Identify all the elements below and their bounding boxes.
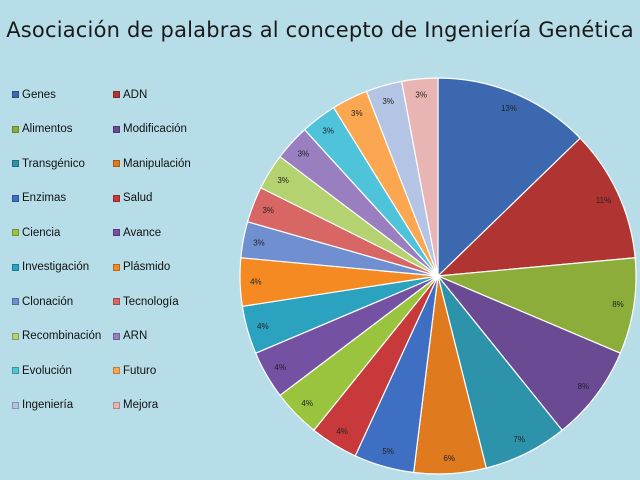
- legend-item: ADN: [113, 86, 214, 103]
- slice-percent-label: 11%: [596, 196, 611, 205]
- slice-percent-label: 8%: [578, 382, 590, 391]
- legend-swatch: [113, 160, 120, 167]
- slice-percent-label: 3%: [322, 127, 334, 136]
- slice-percent-label: 3%: [382, 97, 394, 106]
- slice-percent-label: 3%: [351, 109, 363, 118]
- legend-swatch: [113, 298, 120, 305]
- legend-item: Investigación: [12, 259, 113, 276]
- legend-swatch: [113, 332, 120, 340]
- slice-percent-label: 7%: [513, 435, 525, 444]
- chart-title: Asociación de palabras al concepto de In…: [6, 18, 634, 42]
- legend-label: Salud: [123, 192, 153, 204]
- legend-item: Ciencia: [12, 224, 113, 241]
- legend-label: Evolución: [22, 364, 72, 377]
- legend-label: Plásmido: [123, 261, 171, 273]
- pie-slice-adn: [436, 137, 636, 277]
- legend-item: Alimentos: [12, 121, 113, 138]
- slice-percent-label: 4%: [336, 427, 348, 436]
- legend-label: Futuro: [123, 364, 157, 377]
- legend-label: Clonación: [22, 295, 74, 308]
- slice-percent-label: 13%: [501, 104, 517, 113]
- legend-swatch: [113, 263, 120, 271]
- slice-percent-label: 5%: [382, 447, 394, 456]
- slice-percent-label: 3%: [415, 91, 427, 100]
- legend-label: ARN: [123, 330, 148, 342]
- legend-item: Evolución: [12, 362, 113, 379]
- legend-swatch: [113, 125, 120, 133]
- legend-item: Modificación: [113, 121, 214, 138]
- legend-label: Recombinación: [22, 330, 102, 342]
- legend-swatch: [12, 401, 19, 409]
- slice-percent-label: 8%: [612, 300, 624, 309]
- legend-swatch: [12, 332, 19, 340]
- legend-label: Ciencia: [22, 226, 61, 239]
- legend-item: Genes: [12, 86, 113, 103]
- slice-percent-label: 6%: [443, 454, 455, 463]
- legend-item: Mejora: [113, 397, 214, 414]
- legend-swatch: [12, 367, 19, 374]
- legend-label: Manipulación: [123, 157, 191, 170]
- legend-swatch: [113, 229, 120, 236]
- legend-item: Recombinación: [12, 328, 113, 345]
- slice-percent-label: 3%: [298, 149, 310, 158]
- legend-label: Ingeniería: [22, 399, 74, 411]
- legend-label: Avance: [123, 226, 162, 239]
- legend-swatch: [12, 194, 19, 202]
- legend-swatch: [12, 298, 19, 305]
- legend-label: Alimentos: [22, 123, 73, 135]
- slice-percent-label: 4%: [301, 399, 313, 408]
- legend-item: Ingeniería: [12, 397, 113, 414]
- legend-swatch: [113, 91, 120, 98]
- legend-swatch: [12, 125, 19, 133]
- slice-percent-label: 3%: [253, 239, 265, 248]
- legend-label: Transgénico: [22, 157, 85, 170]
- legend-item: Avance: [113, 224, 214, 241]
- legend-swatch: [113, 367, 120, 374]
- legend-item: Futuro: [113, 362, 214, 379]
- legend-label: ADN: [123, 88, 148, 101]
- slice-percent-label: 4%: [274, 363, 286, 372]
- legend-item: ARN: [113, 328, 214, 345]
- pie-slice-mejora: [400, 77, 439, 277]
- legend-item: Enzimas: [12, 190, 113, 207]
- legend-label: Tecnología: [123, 295, 179, 308]
- chart-legend: Genes ADN Alimentos Modificación Transgénico…: [12, 86, 217, 414]
- legend-swatch: [12, 229, 19, 236]
- pie-slice-modificación: [437, 275, 622, 432]
- legend-label: Genes: [22, 88, 56, 101]
- legend-swatch: [113, 401, 120, 409]
- legend-label: Modificación: [123, 123, 187, 135]
- slice-percent-label: 3%: [277, 176, 289, 185]
- slice-percent-label: 4%: [257, 322, 269, 331]
- legend-swatch: [12, 263, 19, 271]
- legend-label: Investigación: [22, 261, 90, 273]
- legend-swatch: [12, 91, 19, 98]
- legend-item: Manipulación: [113, 155, 214, 172]
- legend-item: Salud: [113, 190, 214, 207]
- slice-percent-label: 3%: [262, 206, 274, 215]
- legend-label: Enzimas: [22, 192, 67, 204]
- pie-slice-genes: [437, 77, 581, 278]
- pie-slice-alimentos: [437, 257, 637, 354]
- legend-swatch: [113, 194, 120, 202]
- legend-item: Transgénico: [12, 155, 113, 172]
- legend-item: Clonación: [12, 293, 113, 310]
- slice-percent-label: 4%: [250, 278, 262, 287]
- legend-item: Tecnología: [113, 293, 214, 310]
- legend-item: Plásmido: [113, 259, 214, 276]
- legend-swatch: [12, 160, 19, 167]
- legend-label: Mejora: [123, 399, 159, 411]
